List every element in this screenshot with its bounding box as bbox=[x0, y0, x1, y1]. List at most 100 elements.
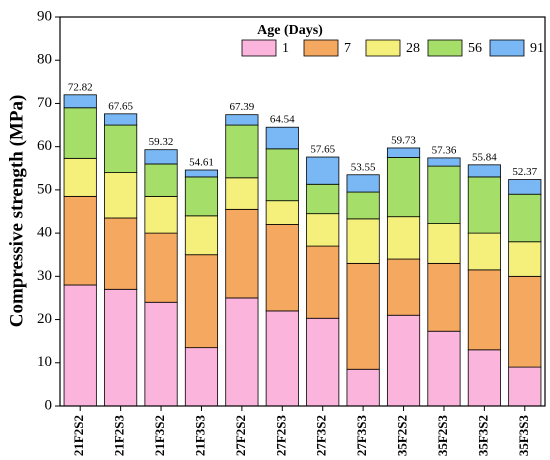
plot-frame bbox=[59, 16, 546, 407]
bar-segment bbox=[508, 241, 542, 277]
bar-segment bbox=[225, 208, 259, 299]
x-tick-label: 35F2S2 bbox=[395, 415, 410, 456]
bar-segment bbox=[184, 176, 219, 217]
x-tick-label: 27F2S3 bbox=[273, 415, 288, 457]
total-label: 52.37 bbox=[512, 166, 537, 178]
bar-segment bbox=[346, 218, 380, 264]
total-label: 53.55 bbox=[351, 161, 376, 173]
bar-segment bbox=[508, 366, 542, 407]
total-label: 54.61 bbox=[189, 157, 214, 169]
bar-segment bbox=[306, 317, 340, 407]
bar-segment bbox=[265, 224, 299, 312]
bar-segment bbox=[467, 232, 501, 271]
y-tick-label: 40 bbox=[37, 225, 52, 241]
bar-segment bbox=[346, 262, 380, 370]
bar-segment bbox=[346, 191, 380, 220]
bar-segment bbox=[467, 164, 501, 178]
bar-segment bbox=[265, 126, 299, 150]
bar-segment bbox=[144, 232, 178, 303]
bar-segment bbox=[306, 213, 340, 247]
bar-segment bbox=[225, 114, 259, 126]
bar-segment bbox=[346, 174, 380, 193]
bar-segment bbox=[467, 349, 501, 407]
y-tick-label: 50 bbox=[37, 181, 52, 197]
bar-segment bbox=[265, 200, 299, 225]
bar-segment bbox=[144, 301, 178, 407]
y-tick-label: 90 bbox=[37, 8, 52, 24]
legend-title: Age (Days) bbox=[257, 23, 323, 38]
legend-label: 7 bbox=[344, 41, 351, 56]
bar-segment bbox=[104, 172, 138, 219]
bar-segment bbox=[104, 124, 138, 174]
bar-segment bbox=[104, 113, 138, 126]
bar-segment bbox=[144, 163, 178, 197]
bar-segment bbox=[265, 310, 299, 407]
bar-segment bbox=[144, 195, 178, 234]
x-tick-label: 21F2S3 bbox=[112, 415, 127, 457]
bar-segment bbox=[184, 254, 219, 349]
bar-segment bbox=[386, 314, 421, 407]
legend-label: 91 bbox=[530, 41, 544, 56]
bar-segment bbox=[63, 195, 97, 286]
bar-segment bbox=[104, 288, 138, 407]
x-tick-label: 35F2S3 bbox=[435, 415, 450, 457]
legend-swatch bbox=[303, 39, 339, 57]
bar-segment bbox=[386, 147, 421, 158]
bar-segment bbox=[225, 124, 259, 179]
y-tick-label: 60 bbox=[37, 138, 52, 154]
y-tick-label: 10 bbox=[37, 354, 52, 370]
bar-segment bbox=[63, 157, 97, 197]
x-tick-label: 35F3S3 bbox=[516, 415, 531, 457]
bar-segment bbox=[306, 183, 340, 215]
bar-segment bbox=[508, 179, 542, 195]
bar-segment bbox=[225, 297, 259, 407]
bar-segment bbox=[467, 269, 501, 351]
bar-segment bbox=[508, 193, 542, 243]
total-label: 55.84 bbox=[472, 151, 497, 163]
y-tick-label: 80 bbox=[37, 52, 52, 68]
legend-label: 28 bbox=[406, 41, 420, 56]
bar-segment bbox=[306, 245, 340, 319]
y-tick-label: 70 bbox=[37, 95, 52, 111]
x-tick-label: 21F3S3 bbox=[192, 415, 207, 457]
x-tick-label: 35F3S2 bbox=[475, 415, 490, 456]
x-tick-label: 21F3S2 bbox=[152, 415, 167, 456]
bar-segment bbox=[386, 157, 421, 218]
total-label: 59.32 bbox=[149, 136, 174, 148]
legend-label: 1 bbox=[282, 41, 289, 56]
total-label: 57.65 bbox=[310, 144, 335, 156]
total-label: 72.82 bbox=[68, 81, 93, 93]
x-tick-label: 21F2S2 bbox=[71, 415, 86, 456]
bar-segment bbox=[427, 223, 461, 264]
bar-segment bbox=[508, 275, 542, 368]
bar-segment bbox=[386, 216, 421, 260]
total-label: 67.65 bbox=[108, 100, 133, 112]
bar-segment bbox=[104, 217, 138, 290]
bar-segment bbox=[427, 157, 461, 167]
bar-segment bbox=[306, 156, 340, 185]
total-label: 59.73 bbox=[391, 134, 416, 146]
bar-segment bbox=[265, 148, 299, 202]
bar-segment bbox=[184, 347, 219, 407]
total-label: 64.54 bbox=[270, 114, 295, 126]
total-label: 57.36 bbox=[432, 144, 457, 156]
bar-segment bbox=[144, 149, 178, 165]
bar-segment bbox=[63, 284, 97, 407]
bar-segment bbox=[184, 215, 219, 256]
bar-segment bbox=[184, 169, 219, 178]
bar-segment bbox=[427, 262, 461, 332]
bar-segment bbox=[386, 258, 421, 316]
x-tick-label: 27F3S2 bbox=[314, 415, 329, 456]
y-tick-label: 30 bbox=[37, 268, 52, 284]
bar-segment bbox=[346, 368, 380, 407]
y-tick-label: 20 bbox=[37, 311, 52, 327]
bar-segment bbox=[63, 107, 97, 159]
legend-label: 56 bbox=[468, 41, 482, 56]
bar-segment bbox=[225, 177, 259, 210]
bar-segment bbox=[467, 176, 501, 234]
legend-swatch bbox=[489, 39, 525, 57]
bar-segment bbox=[427, 330, 461, 407]
bar-segment bbox=[427, 165, 461, 225]
y-axis-label: Compressive strength (MPa) bbox=[6, 95, 27, 328]
